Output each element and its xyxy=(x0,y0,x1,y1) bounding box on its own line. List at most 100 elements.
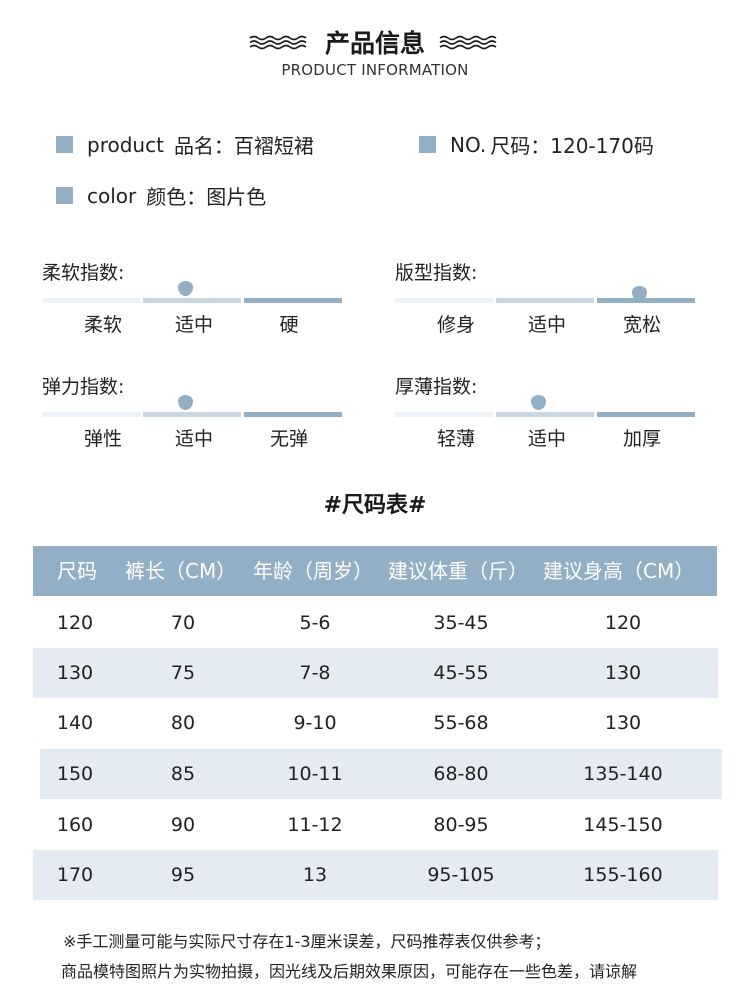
size-table-column-header: 建议体重（斤） xyxy=(388,559,528,583)
table-cell: 160 xyxy=(56,814,94,836)
info-size: NO. 尺码：120-170码 xyxy=(419,130,654,159)
info-product-key: product xyxy=(87,132,164,157)
size-table-title: #尺码表# xyxy=(323,493,427,518)
table-cell: 75 xyxy=(170,662,196,684)
index-label: 硬 xyxy=(279,314,299,336)
index-bar-segment xyxy=(244,298,342,303)
index-block: 厚薄指数: 轻薄 适中 加厚 xyxy=(395,372,695,452)
table-cell: 80-95 xyxy=(433,814,489,836)
index-block: 版型指数: 修身 适中 宽松 xyxy=(395,258,695,338)
index-bar-segment xyxy=(597,412,695,417)
index-bar-segment xyxy=(496,298,594,303)
index-bar-segment xyxy=(42,298,140,303)
table-cell: 95 xyxy=(170,864,196,886)
table-row: 130 75 7-8 45-55 130 xyxy=(33,648,718,698)
table-cell: 90 xyxy=(170,814,196,836)
table-cell: 45-55 xyxy=(433,662,489,684)
index-bar-segment xyxy=(143,298,241,303)
table-cell: 35-45 xyxy=(433,612,489,634)
index-level-marker-icon xyxy=(177,395,193,410)
index-title: 弹力指数: xyxy=(42,376,125,398)
table-cell: 130 xyxy=(604,712,642,734)
info-color-key: color xyxy=(87,183,137,208)
square-bullet-icon xyxy=(419,136,436,153)
index-title: 厚薄指数: xyxy=(395,376,478,398)
index-bar-segment xyxy=(395,298,493,303)
index-label: 加厚 xyxy=(622,428,661,450)
size-table-column-header: 年龄（周岁） xyxy=(253,559,373,583)
note-measurement: ※手工测量可能与实际尺寸存在1-3厘米误差，尺码推荐表仅供参考； xyxy=(63,932,551,951)
index-bar-segment xyxy=(496,412,594,417)
table-cell: 68-80 xyxy=(433,763,489,785)
info-product-value: 品名：百褶短裙 xyxy=(173,134,314,158)
index-label: 适中 xyxy=(174,314,213,336)
table-row: 140 80 9-10 55-68 130 xyxy=(33,698,718,748)
table-cell: 70 xyxy=(170,612,196,634)
table-cell: 135-140 xyxy=(583,763,663,785)
square-bullet-icon xyxy=(56,187,73,204)
note-color-difference: 商品模特图照片为实物拍摄，因光线及后期效果原因，可能存在一些色差，请谅解 xyxy=(61,962,638,981)
index-block: 柔软指数: 柔软 适中 硬 xyxy=(42,258,342,338)
info-color-value: 颜色：图片色 xyxy=(146,185,267,209)
table-cell: 5-6 xyxy=(299,612,331,634)
info-size-value: 尺码：120-170码 xyxy=(490,134,654,158)
index-bar-segment xyxy=(244,412,342,417)
table-cell: 140 xyxy=(56,712,94,734)
table-cell: 9-10 xyxy=(293,712,337,734)
index-bar xyxy=(395,286,695,304)
wave-ornament-left-icon xyxy=(249,34,311,50)
size-table-column-header: 建议身高（CM） xyxy=(543,559,695,583)
index-bar-segment xyxy=(42,412,140,417)
index-bar xyxy=(42,281,342,304)
table-cell: 145-150 xyxy=(583,814,663,836)
table-row: 170 95 13 95-105 155-160 xyxy=(33,850,718,900)
table-cell: 120 xyxy=(604,612,642,634)
table-row: 150 85 10-11 68-80 135-140 xyxy=(40,749,722,799)
table-cell: 170 xyxy=(56,864,94,886)
table-cell: 10-11 xyxy=(287,763,343,785)
index-label: 修身 xyxy=(436,314,475,336)
size-table-header: 尺码 裤长（CM） 年龄（周岁） 建议体重（斤） 建议身高（CM） xyxy=(33,546,717,596)
index-label: 弹性 xyxy=(83,428,122,450)
wave-ornament-right-icon xyxy=(439,34,501,50)
info-color: color 颜色：图片色 xyxy=(56,181,266,210)
table-cell: 55-68 xyxy=(433,712,489,734)
index-level-marker-icon xyxy=(631,286,647,301)
index-bar-segment xyxy=(395,412,493,417)
index-label: 适中 xyxy=(527,428,566,450)
index-bar xyxy=(42,395,342,418)
table-cell: 13 xyxy=(302,864,328,886)
page-subtitle: PRODUCT INFORMATION xyxy=(281,61,469,79)
table-cell: 155-160 xyxy=(583,864,663,886)
index-bar-segment xyxy=(143,412,241,417)
square-bullet-icon xyxy=(56,136,73,153)
index-title: 版型指数: xyxy=(395,262,478,284)
table-row: 160 90 11-12 80-95 145-150 xyxy=(33,800,718,850)
index-label: 柔软 xyxy=(83,314,122,336)
info-size-key: NO. xyxy=(450,132,487,157)
index-level-marker-icon xyxy=(530,395,546,410)
index-label: 适中 xyxy=(527,314,566,336)
page-title: 产品信息 xyxy=(324,29,425,58)
info-product: product 品名：百褶短裙 xyxy=(56,130,314,159)
table-cell: 85 xyxy=(170,763,196,785)
table-cell: 95-105 xyxy=(427,864,495,886)
index-level-marker-icon xyxy=(177,281,193,296)
index-label: 适中 xyxy=(174,428,213,450)
section-header: 产品信息 xyxy=(0,24,750,60)
size-table-column-header: 裤长（CM） xyxy=(125,559,237,583)
table-cell: 7-8 xyxy=(299,662,331,684)
table-cell: 130 xyxy=(56,662,94,684)
table-cell: 80 xyxy=(170,712,196,734)
table-cell: 120 xyxy=(56,612,94,634)
table-cell: 11-12 xyxy=(287,814,343,836)
table-cell: 150 xyxy=(56,763,94,785)
table-cell: 130 xyxy=(604,662,642,684)
index-bar-segment xyxy=(597,298,695,303)
index-title: 柔软指数: xyxy=(42,262,125,284)
index-block: 弹力指数: 弹性 适中 无弹 xyxy=(42,372,342,452)
index-label: 宽松 xyxy=(622,314,661,336)
index-label: 无弹 xyxy=(269,428,308,450)
table-row: 120 70 5-6 35-45 120 xyxy=(33,598,718,648)
size-table-column-header: 尺码 xyxy=(57,559,97,583)
